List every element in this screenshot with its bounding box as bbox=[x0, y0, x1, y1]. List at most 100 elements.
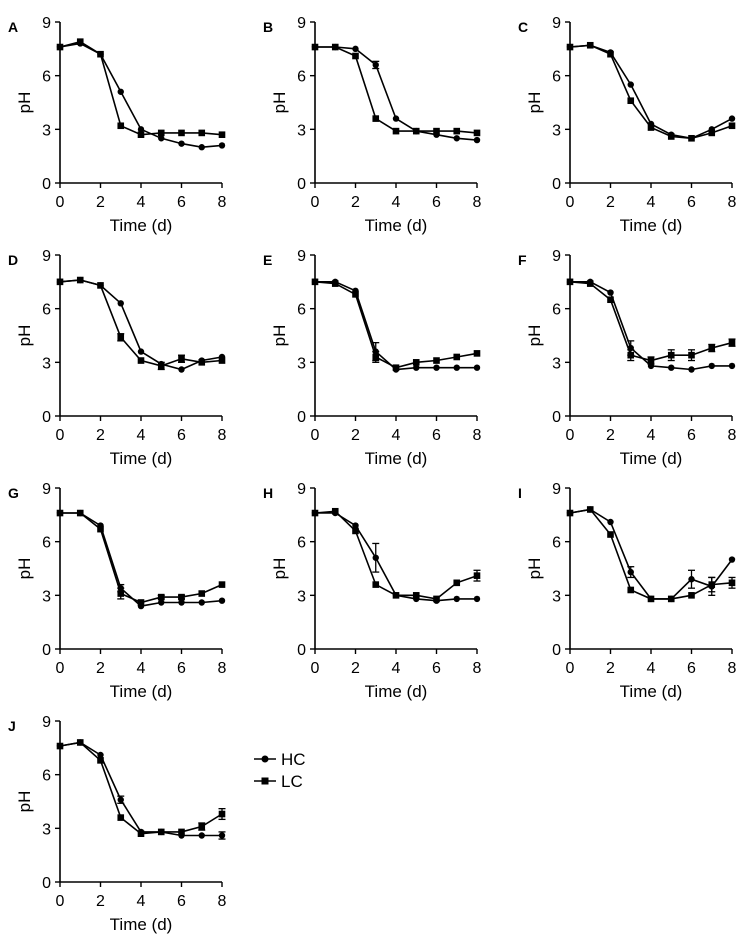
point-hc-f bbox=[668, 364, 675, 371]
y-axis-title-d: pH bbox=[15, 325, 34, 347]
point-lc-b bbox=[412, 127, 420, 135]
y-tick-label-j: 9 bbox=[42, 714, 51, 731]
point-lc-g bbox=[137, 599, 145, 606]
point-lc-e bbox=[433, 357, 440, 364]
y-axis-title-i: pH bbox=[525, 558, 544, 580]
point-lc-h bbox=[331, 507, 339, 515]
point-hc-a bbox=[117, 88, 124, 95]
x-tick-label-i: 4 bbox=[647, 660, 656, 677]
point-lc-i bbox=[607, 531, 614, 538]
point-lc-b bbox=[433, 127, 440, 135]
x-tick-label-b: 0 bbox=[311, 194, 320, 211]
point-lc-j bbox=[218, 810, 226, 818]
panel-h: H 0 3 6 9 0 2 4 6 8 Time (d) pH bbox=[263, 481, 482, 701]
point-lc-g bbox=[117, 590, 125, 597]
x-tick-label-c: 0 bbox=[566, 194, 575, 211]
x-axis-title-b: Time (d) bbox=[365, 216, 428, 235]
x-tick-label-c: 2 bbox=[606, 194, 615, 211]
panel-g: G 0 3 6 9 0 2 4 6 8 Time (d) pH bbox=[8, 481, 227, 701]
point-lc-d bbox=[157, 362, 165, 370]
point-lc-d bbox=[218, 357, 226, 364]
x-tick-label-h: 6 bbox=[432, 660, 441, 677]
point-lc-a bbox=[198, 129, 206, 137]
y-axis-title-a: pH bbox=[15, 92, 34, 114]
series-line-hc-i bbox=[569, 508, 733, 600]
point-lc-b bbox=[372, 115, 380, 122]
point-lc-b bbox=[331, 43, 339, 51]
x-tick-label-b: 2 bbox=[351, 194, 360, 211]
panel-b: B 0 3 6 9 0 2 4 6 8 Time (d) pH bbox=[263, 15, 482, 235]
point-hc-i bbox=[607, 518, 614, 526]
point-lc-f bbox=[728, 339, 736, 346]
x-tick-label-i: 8 bbox=[728, 660, 737, 677]
y-tick-label-g: 6 bbox=[42, 535, 51, 552]
point-hc-i bbox=[627, 568, 634, 576]
x-axis-title-g: Time (d) bbox=[110, 682, 173, 701]
point-lc-c bbox=[627, 97, 635, 105]
point-hc-h bbox=[473, 595, 481, 603]
point-hc-j bbox=[97, 751, 104, 759]
y-tick-label-a: 0 bbox=[42, 176, 51, 193]
panel-label-a: A bbox=[8, 19, 18, 35]
point-lc-a bbox=[56, 43, 64, 51]
series-line-hc-j bbox=[59, 741, 222, 837]
point-lc-f bbox=[627, 351, 635, 359]
point-lc-a bbox=[157, 129, 165, 137]
y-tick-label-b: 9 bbox=[297, 15, 306, 32]
x-tick-label-f: 4 bbox=[647, 427, 656, 444]
point-lc-c bbox=[586, 41, 594, 49]
y-tick-label-j: 6 bbox=[42, 768, 51, 785]
point-lc-f bbox=[708, 344, 716, 352]
point-lc-i bbox=[586, 506, 594, 513]
y-tick-label-c: 6 bbox=[552, 69, 561, 86]
point-lc-h bbox=[433, 595, 440, 603]
y-tick-label-f: 0 bbox=[552, 409, 561, 426]
x-tick-label-h: 2 bbox=[351, 660, 360, 677]
point-lc-c bbox=[728, 122, 736, 130]
series-line-hc-d bbox=[59, 279, 223, 371]
x-tick-label-j: 6 bbox=[177, 893, 186, 910]
panel-c: C 0 3 6 9 0 2 4 6 8 Time (d) pH bbox=[518, 15, 737, 235]
point-hc-b bbox=[372, 61, 379, 69]
point-lc-i bbox=[627, 586, 635, 594]
point-lc-d bbox=[117, 333, 125, 341]
point-lc-a bbox=[137, 131, 145, 138]
point-hc-f bbox=[708, 362, 715, 370]
y-tick-label-g: 3 bbox=[42, 588, 51, 605]
panel-j: J 0 3 6 9 0 2 4 6 8 Time (d) pH bbox=[8, 714, 227, 934]
y-tick-label-j: 0 bbox=[42, 875, 51, 892]
point-lc-f bbox=[607, 296, 614, 304]
point-hc-a bbox=[218, 142, 226, 149]
y-tick-label-i: 3 bbox=[552, 588, 561, 605]
point-lc-d bbox=[76, 276, 84, 284]
panel-label-c: C bbox=[518, 19, 528, 35]
point-hc-b bbox=[392, 115, 400, 122]
x-axis-title-e: Time (d) bbox=[365, 449, 428, 468]
point-lc-c bbox=[566, 43, 574, 51]
y-tick-label-c: 9 bbox=[552, 15, 561, 32]
y-tick-label-h: 6 bbox=[297, 535, 306, 552]
x-tick-label-a: 2 bbox=[96, 194, 105, 211]
point-lc-h bbox=[352, 527, 359, 535]
y-tick-label-a: 9 bbox=[42, 15, 51, 32]
x-tick-label-a: 0 bbox=[56, 194, 65, 211]
legend-lc-label: LC bbox=[281, 772, 303, 791]
x-tick-label-h: 0 bbox=[311, 660, 320, 677]
y-axis-title-e: pH bbox=[270, 325, 289, 347]
y-tick-label-e: 0 bbox=[297, 409, 306, 426]
point-hc-b bbox=[473, 136, 481, 144]
point-lc-f bbox=[566, 278, 574, 286]
x-tick-label-f: 2 bbox=[606, 427, 615, 444]
panel-a: A 0 3 6 9 0 2 4 6 8 Time (d) pH bbox=[8, 15, 227, 235]
x-tick-label-e: 2 bbox=[351, 427, 360, 444]
point-lc-c bbox=[708, 129, 716, 137]
legend-hc-label: HC bbox=[281, 750, 306, 769]
point-lc-j bbox=[198, 823, 206, 830]
point-lc-e bbox=[372, 353, 380, 361]
point-lc-f bbox=[586, 280, 594, 287]
point-lc-e bbox=[311, 278, 319, 286]
point-lc-d bbox=[56, 278, 64, 286]
point-hc-c bbox=[627, 81, 634, 88]
point-lc-h bbox=[392, 592, 400, 599]
